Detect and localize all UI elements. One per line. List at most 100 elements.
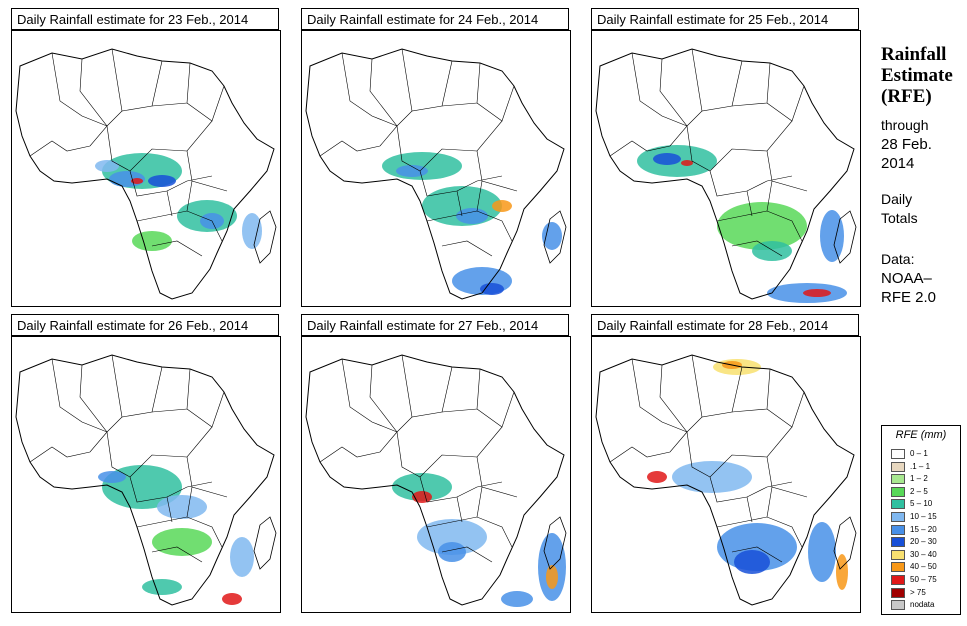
rainfall-map [301, 336, 571, 613]
map-panel-6: Daily Rainfall estimate for 28 Feb., 201… [591, 314, 861, 614]
rainfall-map [591, 336, 861, 613]
legend-swatch [891, 562, 905, 573]
country-border [369, 58, 413, 127]
rain-area [222, 593, 242, 605]
through-block: through 28 Feb. 2014 [881, 116, 966, 173]
country-border [341, 358, 398, 433]
madagascar-outline [543, 210, 567, 264]
rain-area [98, 471, 126, 483]
legend-title: RFE (mm) [895, 429, 947, 441]
data-version: RFE 2.0 [881, 289, 937, 306]
country-border [766, 486, 773, 518]
rain-area [242, 213, 262, 249]
country-border [686, 120, 793, 172]
country-border [476, 180, 483, 212]
legend-item: 1 – 2 [891, 473, 961, 485]
title-line: Estimate [881, 65, 953, 86]
panel-title: Daily Rainfall estimate for 27 Feb., 201… [301, 314, 569, 336]
rain-area [142, 579, 182, 595]
madagascar-outline [253, 516, 277, 570]
country-border [79, 364, 123, 433]
country-border [369, 364, 413, 433]
country-border [691, 354, 743, 418]
data-source: NOAA– [881, 270, 932, 287]
legend-item: 10 – 15 [891, 511, 961, 522]
data-label: Data: [881, 251, 915, 267]
rain-area [382, 152, 462, 180]
coastline [595, 354, 855, 606]
rain-area [803, 289, 831, 297]
country-border [731, 240, 783, 257]
country-border [746, 496, 753, 523]
country-border [29, 125, 108, 157]
country-border [319, 125, 398, 157]
legend-swatch [891, 537, 905, 548]
daily-block: Daily Totals [881, 190, 966, 228]
legend-label: 20 – 30 [910, 537, 937, 547]
rain-area [681, 160, 693, 166]
rain-area [480, 283, 504, 295]
panel-title: Daily Rainfall estimate for 26 Feb., 201… [11, 314, 279, 336]
rain-area [546, 565, 558, 589]
legend-label: 10 – 15 [910, 512, 937, 521]
country-border [79, 58, 123, 127]
data-source-block: Data: NOAA– RFE 2.0 [881, 250, 966, 307]
country-border [396, 120, 503, 172]
legend-swatch [891, 549, 905, 560]
legend-label: 5 – 10 [910, 499, 933, 509]
legend-swatch [891, 587, 905, 598]
country-border [401, 48, 453, 112]
rain-area [132, 231, 172, 251]
country-border [319, 431, 398, 463]
country-border [401, 354, 453, 418]
legend-label: 30 – 40 [910, 549, 937, 559]
legend-swatch [891, 524, 905, 535]
legend-item: 2 – 5 [891, 486, 961, 497]
country-border [396, 426, 503, 478]
country-border [686, 426, 793, 478]
coastline [305, 48, 565, 300]
legend-swatch [891, 461, 905, 472]
map-panel-3: Daily Rainfall estimate for 25 Feb., 201… [591, 8, 861, 308]
rain-area [396, 165, 428, 177]
country-border [51, 358, 108, 433]
rain-area [157, 495, 207, 519]
country-border [29, 431, 108, 463]
country-border [151, 546, 203, 563]
legend-swatch [891, 575, 905, 585]
country-border [659, 364, 703, 433]
country-border [341, 52, 398, 127]
rainfall-map [11, 336, 281, 613]
legend-item: > 75 [891, 587, 961, 598]
map-panel-2: Daily Rainfall estimate for 24 Feb., 201… [301, 8, 571, 308]
country-border [456, 496, 463, 523]
panel-title: Daily Rainfall estimate for 25 Feb., 201… [591, 8, 859, 30]
coastline [305, 354, 565, 606]
country-border [746, 190, 753, 217]
rain-area [148, 175, 176, 187]
panel-title: Daily Rainfall estimate for 28 Feb., 201… [591, 314, 859, 336]
country-border [186, 180, 193, 212]
rainfall-map [301, 30, 571, 307]
country-border [166, 190, 173, 217]
rainfall-map [11, 30, 281, 307]
legend-label: .1 – 1 [910, 461, 931, 471]
madagascar-outline [253, 210, 277, 264]
legend-label: 1 – 2 [910, 474, 928, 484]
country-border [631, 358, 688, 433]
country-border [731, 546, 783, 563]
legend-swatch [891, 486, 905, 497]
rain-area [417, 519, 487, 555]
title-line: (RFE) [881, 86, 932, 107]
rain-area [131, 178, 143, 184]
legend-item: 20 – 30 [891, 536, 961, 548]
legend: RFE (mm) 0 – 1 .1 – 1 1 – 2 2 – 5 5 – 10 10 –… [881, 425, 961, 615]
country-border [106, 426, 213, 478]
country-border [766, 180, 773, 212]
country-border [441, 240, 493, 257]
legend-label: 0 – 1 [910, 449, 928, 458]
legend-swatch [891, 512, 905, 522]
legend-item: 0 – 1 [891, 448, 961, 459]
rain-area [501, 591, 533, 607]
map-panel-4: Daily Rainfall estimate for 26 Feb., 201… [11, 314, 281, 614]
